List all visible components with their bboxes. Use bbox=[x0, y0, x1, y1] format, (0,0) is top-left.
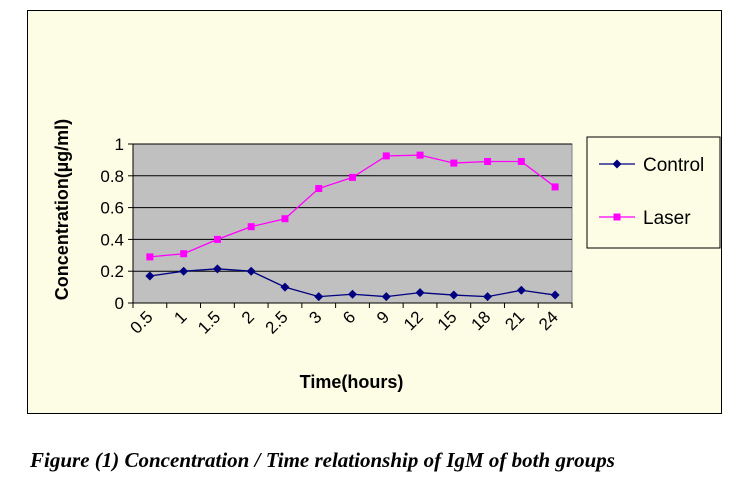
x-tick-label: 2.5 bbox=[262, 307, 292, 337]
data-point-laser bbox=[450, 159, 458, 167]
legend-marker-laser bbox=[613, 213, 621, 221]
data-point-control bbox=[550, 290, 560, 300]
y-tick-labels: 0 0.2 0.4 0.6 0.8 1 bbox=[100, 135, 124, 313]
y-axis-title: Concentration(µg/ml) bbox=[52, 119, 72, 300]
legend-label: Control bbox=[643, 155, 704, 176]
x-tick-label: 9 bbox=[373, 307, 393, 327]
y-tick-label: 0.6 bbox=[100, 199, 124, 218]
data-point-laser bbox=[281, 215, 289, 223]
data-point-laser bbox=[247, 223, 255, 231]
data-point-laser bbox=[416, 151, 424, 159]
data-point-control bbox=[449, 290, 459, 300]
data-point-control bbox=[381, 292, 391, 302]
data-point-control bbox=[246, 266, 256, 276]
line-chart: 00.20.40.60.81 0.5 1 1.5 2 2.5 3 6 9 12 15 18 21 24 … bbox=[52, 119, 721, 392]
x-tick-label: 1.5 bbox=[194, 307, 224, 337]
data-point-control bbox=[415, 288, 425, 298]
y-tick-label: 0 bbox=[115, 294, 124, 313]
x-tick-labels: 0.5 1 1.5 2 2.5 3 6 9 12 15 18 21 24 bbox=[127, 307, 562, 337]
data-point-control bbox=[348, 289, 357, 299]
y-tick-label: 0.2 bbox=[100, 262, 124, 281]
x-tick-label: 1 bbox=[170, 307, 190, 327]
x-tick-label: 18 bbox=[468, 307, 495, 334]
x-tick-label: 2 bbox=[238, 307, 258, 327]
series-group bbox=[145, 151, 560, 302]
data-point-laser bbox=[551, 183, 559, 191]
y-tick-label: 1 bbox=[115, 135, 124, 154]
gridlines bbox=[128, 143, 572, 304]
data-point-laser bbox=[180, 250, 188, 258]
axes bbox=[132, 144, 573, 308]
data-point-control bbox=[483, 292, 493, 302]
x-tick-label: 12 bbox=[400, 307, 427, 334]
data-point-laser bbox=[484, 157, 492, 165]
data-point-laser bbox=[146, 253, 154, 261]
data-point-laser bbox=[315, 185, 323, 193]
figure-caption: Figure (1) Concentration / Time relation… bbox=[30, 448, 615, 472]
x-tick-label: 3 bbox=[305, 307, 325, 327]
chart-area: 0 0.2 0.4 0.6 0.8 1 0.5 1 1.5 2 2.5 3 6 9 12 15 18 21 24 … bbox=[27, 10, 722, 414]
x-tick-label: 15 bbox=[434, 307, 461, 334]
y-tick-label: 0.8 bbox=[100, 167, 124, 186]
data-point-control bbox=[145, 271, 155, 281]
legend-label: Laser bbox=[643, 208, 691, 229]
data-point-control bbox=[212, 264, 222, 274]
x-tick-label: 21 bbox=[501, 307, 528, 334]
data-point-laser bbox=[382, 152, 390, 160]
y-tick-label: 0.4 bbox=[100, 230, 124, 249]
legend: Control Laser bbox=[586, 136, 721, 249]
x-tick-label: 6 bbox=[339, 307, 359, 327]
data-point-laser bbox=[349, 173, 356, 181]
data-point-laser bbox=[213, 235, 221, 243]
legend-marker-control bbox=[612, 159, 622, 169]
data-point-control bbox=[179, 266, 189, 276]
plot-area bbox=[132, 143, 573, 304]
data-point-control bbox=[314, 292, 324, 302]
legend-box bbox=[586, 136, 721, 249]
data-point-laser bbox=[517, 157, 525, 165]
data-point-control bbox=[516, 285, 526, 295]
data-point-control bbox=[280, 282, 290, 292]
x-axis-title: Time(hours) bbox=[300, 372, 404, 392]
x-tick-label: 24 bbox=[535, 307, 562, 334]
x-tick-label: 0.5 bbox=[127, 307, 157, 337]
